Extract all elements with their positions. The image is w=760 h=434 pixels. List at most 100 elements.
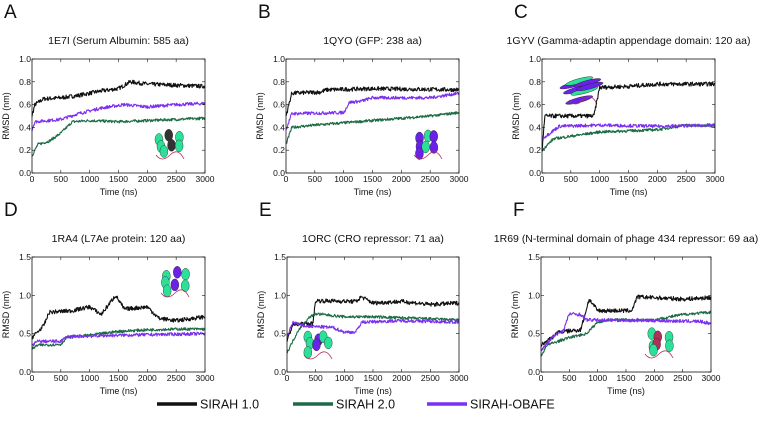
y-tick-label: 0.5	[274, 329, 286, 339]
panel-letter: E	[259, 200, 272, 221]
structure-element	[167, 139, 176, 152]
x-tick-label: 3000	[702, 373, 721, 383]
panel-title: 1GYV (Gamma-adaptin appendage domain: 12…	[507, 35, 751, 47]
x-axis-label: Time (ns)	[354, 386, 392, 396]
x-tick-label: 1500	[364, 373, 383, 383]
panel-letter: C	[514, 2, 528, 23]
structure-element	[421, 140, 430, 154]
y-tick-label: 0.8	[273, 77, 285, 87]
structure-element	[173, 266, 182, 279]
panel-letter: F	[513, 200, 525, 221]
protein-structure-image	[154, 129, 185, 160]
x-tick-label: 1500	[109, 174, 128, 184]
x-tick-label: 2500	[421, 174, 440, 184]
loop-segment	[155, 151, 185, 160]
panel-d: D 1RA4 (L7Ae protein: 120 aa) 0 500 1000 1500…	[1, 200, 215, 396]
x-tick-label: 3000	[706, 174, 725, 184]
protein-structure-image	[413, 129, 443, 160]
x-tick-label: 1000	[80, 174, 99, 184]
x-tick-label: 2500	[421, 373, 440, 383]
series-line-sirah-1-0	[31, 79, 206, 117]
x-tick-label: 0	[30, 373, 35, 383]
x-tick-label: 500	[564, 174, 578, 184]
y-axis-label: RMSD (nm)	[255, 92, 265, 140]
structure-element	[665, 339, 674, 352]
x-tick-label: 0	[30, 174, 35, 184]
x-tick-label: 2500	[673, 373, 692, 383]
panel-e: E 1ORC (CRO repressor: 71 aa) 0 500 1000 1500…	[256, 200, 469, 396]
panel-f: F 1R69 (N-terminal domain of phage 434 re…	[494, 200, 758, 396]
x-tick-label: 0	[285, 373, 290, 383]
y-tick-label: 0.4	[529, 122, 541, 132]
protein-structure-image	[559, 76, 604, 105]
y-tick-label: 0.2	[19, 145, 31, 155]
y-axis-label: RMSD (nm)	[1, 92, 11, 140]
y-tick-label: 1.5	[19, 252, 31, 262]
x-tick-label: 1000	[80, 373, 99, 383]
series-line-sirah-2-0	[286, 312, 460, 354]
series-line-sirah-obafe	[540, 312, 712, 352]
y-tick-label: 1.0	[19, 290, 31, 300]
x-tick-label: 500	[54, 373, 68, 383]
y-tick-label: 0.4	[19, 122, 31, 132]
y-tick-label: 0.0	[273, 168, 285, 178]
y-tick-label: 0.8	[529, 77, 541, 87]
x-axis-label: Time (ns)	[354, 187, 392, 197]
y-tick-label: 1.0	[529, 54, 541, 64]
x-tick-label: 3000	[450, 373, 469, 383]
loop-segment	[568, 96, 598, 105]
y-axis-label: RMSD (nm)	[256, 291, 266, 339]
structure-element	[162, 284, 172, 297]
x-tick-label: 1000	[588, 373, 607, 383]
panel-letter: D	[4, 200, 18, 221]
y-axis-label: RMSD (nm)	[511, 92, 521, 140]
y-axis-label: RMSD (nm)	[1, 291, 11, 339]
x-tick-label: 2000	[645, 373, 664, 383]
structure-element	[649, 343, 658, 357]
series-line-sirah-obafe	[31, 101, 206, 132]
series-line-sirah-1-0	[540, 294, 712, 347]
protein-structure-image	[303, 330, 333, 360]
series-line-sirah-obafe	[285, 91, 460, 130]
x-axis-label: Time (ns)	[607, 386, 645, 396]
legend-label: SIRAH 1.0	[200, 398, 259, 412]
y-tick-label: 0.5	[19, 329, 31, 339]
x-tick-label: 2500	[167, 373, 186, 383]
x-tick-label: 1500	[109, 373, 128, 383]
x-tick-label: 1000	[334, 174, 353, 184]
legend-label: SIRAH 2.0	[336, 398, 395, 412]
x-axis-label: Time (ns)	[610, 187, 648, 197]
structure-element	[312, 338, 321, 352]
legend-item: SIRAH-OBAFE	[427, 398, 555, 412]
loop-segment	[160, 289, 190, 298]
y-tick-label: 1.0	[274, 290, 286, 300]
x-tick-label: 1500	[619, 174, 638, 184]
x-tick-label: 1000	[335, 373, 354, 383]
series-line-sirah-obafe	[541, 123, 716, 140]
y-tick-label: 0.0	[274, 367, 286, 377]
x-axis-label: Time (ns)	[100, 386, 138, 396]
y-tick-label: 0.0	[529, 168, 541, 178]
structure-element	[174, 139, 184, 153]
structure-element	[429, 141, 439, 154]
x-tick-label: 3000	[196, 373, 215, 383]
panel-c: C 1GYV (Gamma-adaptin appendage domain: 1…	[507, 2, 751, 197]
x-tick-label: 0	[539, 373, 544, 383]
x-tick-label: 500	[308, 174, 322, 184]
y-tick-label: 1.0	[273, 54, 285, 64]
panel-title: 1R69 (N-terminal domain of phage 434 rep…	[494, 233, 758, 245]
series-line-sirah-2-0	[31, 116, 206, 157]
panel-title: 1RA4 (L7Ae protein: 120 aa)	[52, 233, 186, 245]
x-tick-label: 2500	[167, 174, 186, 184]
y-tick-label: 0.0	[528, 367, 540, 377]
protein-structure-image	[644, 327, 674, 359]
x-tick-label: 0	[540, 174, 545, 184]
x-tick-label: 2000	[138, 174, 157, 184]
x-tick-label: 1500	[617, 373, 636, 383]
legend: SIRAH 1.0 SIRAH 2.0 SIRAH-OBAFE	[157, 398, 555, 412]
x-tick-label: 500	[54, 174, 68, 184]
x-tick-label: 2000	[392, 373, 411, 383]
y-tick-label: 1.0	[19, 54, 31, 64]
structure-element	[415, 147, 424, 160]
